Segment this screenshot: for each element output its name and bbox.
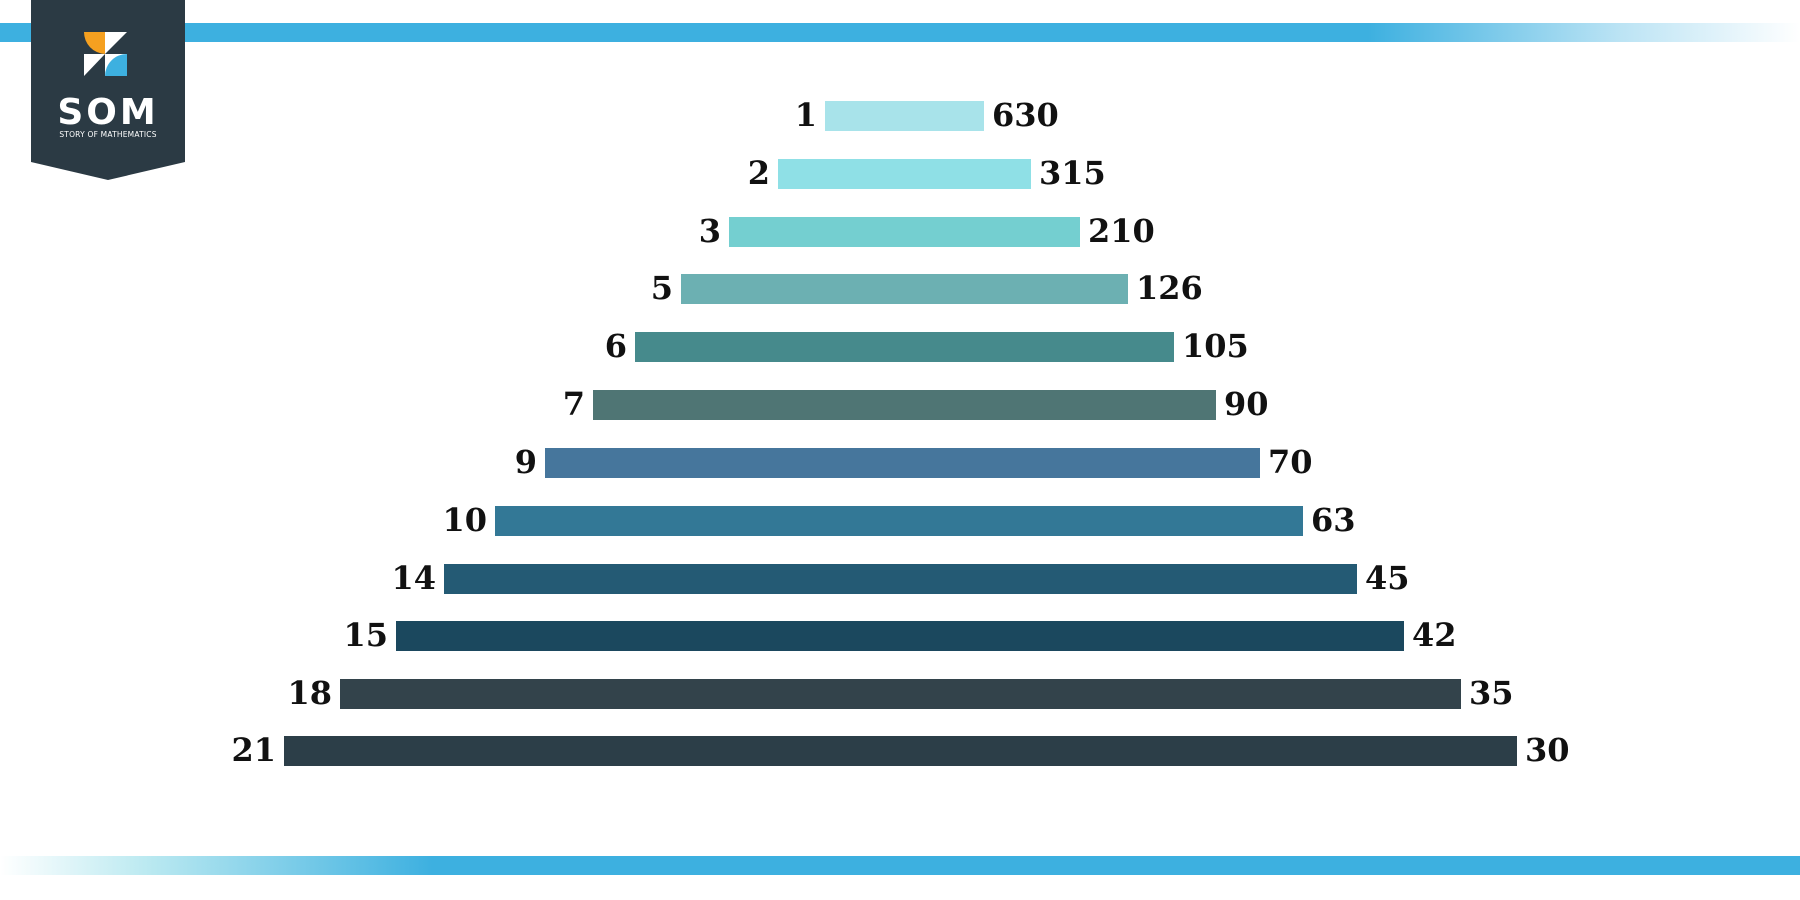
factor-left-label: 3: [698, 212, 721, 250]
factor-right-label: 210: [1088, 212, 1155, 250]
factor-bar: [778, 159, 1031, 189]
factor-bar: [729, 217, 1080, 247]
logo-subtitle: STORY OF MATHEMATICS: [59, 130, 157, 139]
factor-left-label: 10: [442, 501, 487, 539]
factor-left-label: 14: [391, 559, 436, 597]
factor-bar: [545, 448, 1260, 478]
factor-left-label: 15: [343, 616, 388, 654]
factor-right-label: 105: [1182, 327, 1249, 365]
top-accent-stripe: [0, 23, 1800, 42]
bottom-accent-stripe: [0, 856, 1800, 875]
factor-left-label: 18: [287, 674, 332, 712]
factor-left-label: 6: [604, 327, 627, 365]
factor-left-label: 1: [794, 96, 817, 134]
factor-bar: [681, 274, 1128, 304]
logo-badge-shape: [31, 0, 185, 180]
factor-right-label: 30: [1525, 731, 1570, 769]
factor-right-label: 42: [1412, 616, 1457, 654]
factor-bar: [284, 736, 1517, 766]
factor-left-label: 7: [562, 385, 585, 423]
factor-right-label: 35: [1469, 674, 1514, 712]
factor-left-label: 5: [650, 269, 673, 307]
factor-right-label: 630: [992, 96, 1059, 134]
factor-bar: [495, 506, 1303, 536]
factor-bar: [444, 564, 1357, 594]
factor-right-label: 63: [1311, 501, 1356, 539]
factor-left-label: 2: [747, 154, 770, 192]
logo-mark-icon: [83, 32, 127, 76]
factor-right-label: 90: [1224, 385, 1269, 423]
factor-right-label: 70: [1268, 443, 1313, 481]
som-logo: SOM STORY OF MATHEMATICS: [31, 0, 185, 180]
factor-bar: [340, 679, 1461, 709]
factor-left-label: 9: [514, 443, 537, 481]
logo-wordmark: SOM: [57, 92, 159, 133]
factor-right-label: 45: [1365, 559, 1410, 597]
factor-left-label: 21: [231, 731, 276, 769]
factor-bar: [825, 101, 984, 131]
factor-bar: [593, 390, 1216, 420]
factor-right-label: 126: [1136, 269, 1203, 307]
factor-bar: [396, 621, 1404, 651]
factor-right-label: 315: [1039, 154, 1106, 192]
factor-bar: [635, 332, 1174, 362]
